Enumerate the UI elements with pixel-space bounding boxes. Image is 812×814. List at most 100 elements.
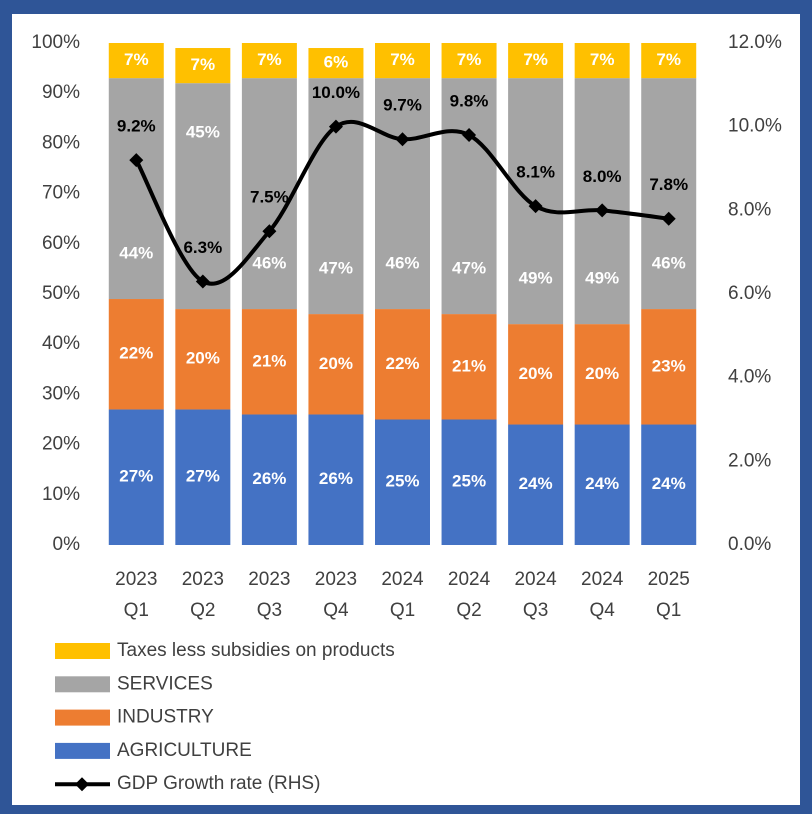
bar-segment bbox=[175, 83, 231, 310]
bar-segment bbox=[441, 314, 497, 420]
y-tick-label: 30% bbox=[42, 383, 80, 404]
legend-label: GDP Growth rate (RHS) bbox=[117, 773, 320, 794]
bar-segment bbox=[574, 424, 630, 545]
legend-label: Taxes less subsidies on products bbox=[117, 640, 395, 661]
bar-segment bbox=[508, 424, 564, 545]
x-tick-quarter: Q1 bbox=[656, 600, 681, 621]
gdp-marker bbox=[262, 224, 277, 239]
bar-label: 46% bbox=[252, 254, 286, 273]
bar-label: 20% bbox=[319, 354, 353, 373]
bar-segment bbox=[241, 309, 297, 415]
x-tick-year: 2024 bbox=[581, 569, 624, 590]
bar-label: 46% bbox=[385, 254, 419, 273]
bar-segment bbox=[308, 48, 364, 79]
bar-label: 49% bbox=[585, 269, 619, 288]
bar-segment bbox=[375, 309, 430, 420]
x-tick-label: 2025 Q1 bbox=[648, 569, 690, 621]
y2-tick-label: 10.0% bbox=[728, 116, 782, 137]
x-tick-quarter: Q4 bbox=[589, 600, 615, 621]
bar-label: 7% bbox=[257, 50, 282, 69]
bar-label: 25% bbox=[452, 472, 486, 491]
legend-swatch bbox=[55, 643, 110, 659]
bar-segment bbox=[375, 419, 430, 545]
bar-label: 7% bbox=[590, 50, 615, 69]
bar-segment bbox=[175, 409, 231, 545]
bar-label: 47% bbox=[452, 259, 486, 278]
bar-segment bbox=[508, 43, 564, 79]
y-tick-label: 90% bbox=[42, 82, 80, 103]
bar-label: 22% bbox=[385, 354, 419, 373]
bar-segment bbox=[308, 78, 364, 315]
bar-label: 7% bbox=[523, 50, 548, 69]
legend-swatch bbox=[55, 742, 110, 759]
bar-segment bbox=[308, 414, 364, 545]
x-tick-year: 2023 bbox=[315, 569, 357, 590]
x-tick-label: 2023 Q2 bbox=[182, 569, 224, 621]
gdp-marker bbox=[195, 274, 210, 289]
x-tick-year: 2023 bbox=[182, 569, 224, 590]
bar-label: 21% bbox=[252, 351, 286, 370]
bar-segment bbox=[241, 43, 297, 79]
x-tick-year: 2024 bbox=[381, 569, 424, 590]
y-tick-label: 40% bbox=[42, 333, 80, 354]
line-label: 9.7% bbox=[383, 96, 422, 115]
bar-label: 27% bbox=[186, 467, 220, 486]
x-tick-quarter: Q1 bbox=[124, 600, 149, 621]
legend-swatch bbox=[55, 676, 110, 693]
bar-segment bbox=[574, 78, 630, 325]
bar-label: 23% bbox=[652, 356, 686, 375]
x-tick-quarter: Q2 bbox=[456, 600, 481, 621]
bar-segment bbox=[108, 78, 164, 300]
bar-label: 7% bbox=[457, 50, 482, 69]
bar-segment bbox=[441, 78, 497, 315]
bar-segment bbox=[574, 324, 630, 425]
legend-label: AGRICULTURE bbox=[117, 740, 252, 761]
x-tick-quarter: Q1 bbox=[390, 600, 415, 621]
y-tick-label: 100% bbox=[31, 32, 80, 53]
bar-segment bbox=[108, 409, 164, 545]
bar-label: 6% bbox=[324, 53, 349, 72]
bar-segment bbox=[641, 424, 697, 545]
x-tick-quarter: Q4 bbox=[323, 600, 349, 621]
bar-segment bbox=[641, 43, 697, 79]
y2-tick-label: 2.0% bbox=[728, 450, 771, 471]
gdp-marker bbox=[595, 203, 610, 218]
x-tick-year: 2024 bbox=[514, 569, 557, 590]
y-tick-label: 10% bbox=[42, 484, 80, 505]
bar-label: 21% bbox=[452, 356, 486, 375]
y-tick-label: 0% bbox=[53, 534, 81, 555]
y2-tick-label: 6.0% bbox=[728, 283, 771, 304]
bar-label: 24% bbox=[519, 474, 553, 493]
x-tick-year: 2025 bbox=[648, 569, 690, 590]
line-label: 8.0% bbox=[583, 167, 622, 186]
bar-label: 7% bbox=[124, 50, 149, 69]
line-label: 6.3% bbox=[183, 238, 222, 257]
x-tick-label: 2024 Q3 bbox=[514, 569, 557, 621]
bar-label: 20% bbox=[519, 364, 553, 383]
line-label: 7.8% bbox=[649, 175, 688, 194]
bar-label: 47% bbox=[319, 259, 353, 278]
legend-marker bbox=[75, 777, 89, 792]
x-tick-year: 2023 bbox=[115, 569, 157, 590]
bar-segment bbox=[108, 299, 164, 410]
bar-label: 20% bbox=[186, 349, 220, 368]
bar-label: 44% bbox=[119, 244, 153, 263]
bar-segment bbox=[441, 419, 497, 545]
gdp-marker bbox=[395, 132, 410, 147]
gdp-marker bbox=[528, 199, 543, 214]
legend-swatch bbox=[55, 709, 110, 726]
bar-label: 7% bbox=[656, 50, 681, 69]
line-label: 8.1% bbox=[516, 163, 555, 182]
gdp-marker bbox=[462, 128, 477, 143]
bar-segment bbox=[508, 324, 564, 425]
x-tick-label: 2024 Q2 bbox=[448, 569, 491, 621]
bar-segment bbox=[175, 48, 231, 84]
y2-tick-label: 0.0% bbox=[728, 534, 771, 555]
line-label: 9.8% bbox=[450, 92, 489, 111]
y-tick-label: 60% bbox=[42, 233, 80, 254]
line-label: 7.5% bbox=[250, 188, 289, 207]
legend-label: INDUSTRY bbox=[117, 707, 214, 728]
x-tick-label: 2023 Q1 bbox=[115, 569, 157, 621]
bar-segment bbox=[375, 43, 430, 79]
legend-label: SERVICES bbox=[117, 673, 213, 694]
